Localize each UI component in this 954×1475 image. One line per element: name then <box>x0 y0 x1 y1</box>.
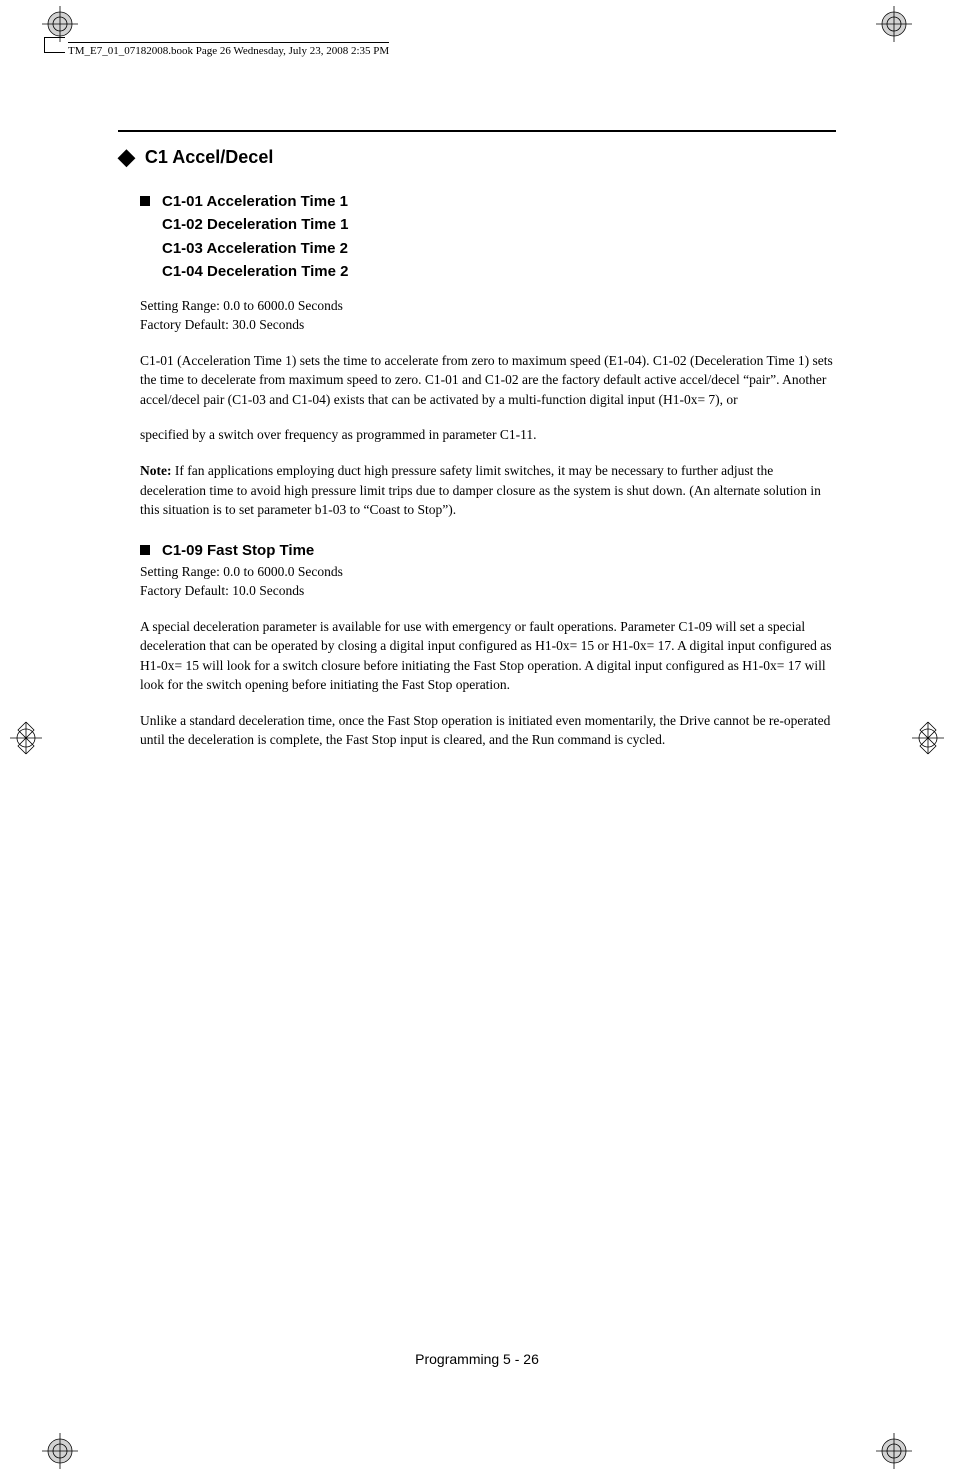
settings-block: Setting Range: 0.0 to 6000.0 Seconds Fac… <box>140 563 836 601</box>
section-rule <box>118 130 836 132</box>
subsection-heading: C1-09 Fast Stop Time <box>140 542 836 559</box>
section-heading: ◆ C1 Accel/Decel <box>118 146 836 168</box>
page-footer: Programming 5 - 26 <box>0 1351 954 1367</box>
page-content: ◆ C1 Accel/Decel C1-01 Acceleration Time… <box>118 130 836 766</box>
param-line: C1-02 Deceleration Time 1 <box>162 216 348 233</box>
footer-text: Programming 5 - 26 <box>415 1351 539 1367</box>
note-body: If fan applications employing duct high … <box>140 463 821 517</box>
registration-mark <box>876 1433 912 1469</box>
body-paragraph: specified by a switch over frequency as … <box>140 425 836 445</box>
registration-mark <box>876 6 912 42</box>
running-header: TM_E7_01_07182008.book Page 26 Wednesday… <box>68 42 389 57</box>
param-line: C1-04 Deceleration Time 2 <box>162 263 348 280</box>
settings-block: Setting Range: 0.0 to 6000.0 Seconds Fac… <box>140 297 836 335</box>
factory-default: Factory Default: 30.0 Seconds <box>140 316 836 335</box>
factory-default: Factory Default: 10.0 Seconds <box>140 582 836 601</box>
section-title: C1 Accel/Decel <box>145 147 273 168</box>
note-paragraph: Note: If fan applications employing duct… <box>140 461 836 520</box>
parameter-block: C1-01 Acceleration Time 1 C1-02 Decelera… <box>140 190 836 283</box>
param-line: C1-03 Acceleration Time 2 <box>162 240 348 257</box>
diamond-icon: ◆ <box>118 146 135 168</box>
registration-mark <box>6 718 46 758</box>
param-line: C1-01 Acceleration Time 1 <box>162 193 348 210</box>
square-bullet-icon <box>140 545 150 555</box>
subsection-title: C1-09 Fast Stop Time <box>162 542 314 559</box>
body-paragraph: Unlike a standard deceleration time, onc… <box>140 711 836 750</box>
body-paragraph: A special deceleration parameter is avai… <box>140 617 836 695</box>
square-bullet-icon <box>140 196 150 206</box>
registration-mark <box>42 1433 78 1469</box>
body-paragraph: C1-01 (Acceleration Time 1) sets the tim… <box>140 351 836 410</box>
setting-range: Setting Range: 0.0 to 6000.0 Seconds <box>140 297 836 316</box>
note-label: Note: <box>140 463 171 478</box>
registration-mark <box>908 718 948 758</box>
running-header-text: TM_E7_01_07182008.book Page 26 Wednesday… <box>68 45 389 57</box>
setting-range: Setting Range: 0.0 to 6000.0 Seconds <box>140 563 836 582</box>
